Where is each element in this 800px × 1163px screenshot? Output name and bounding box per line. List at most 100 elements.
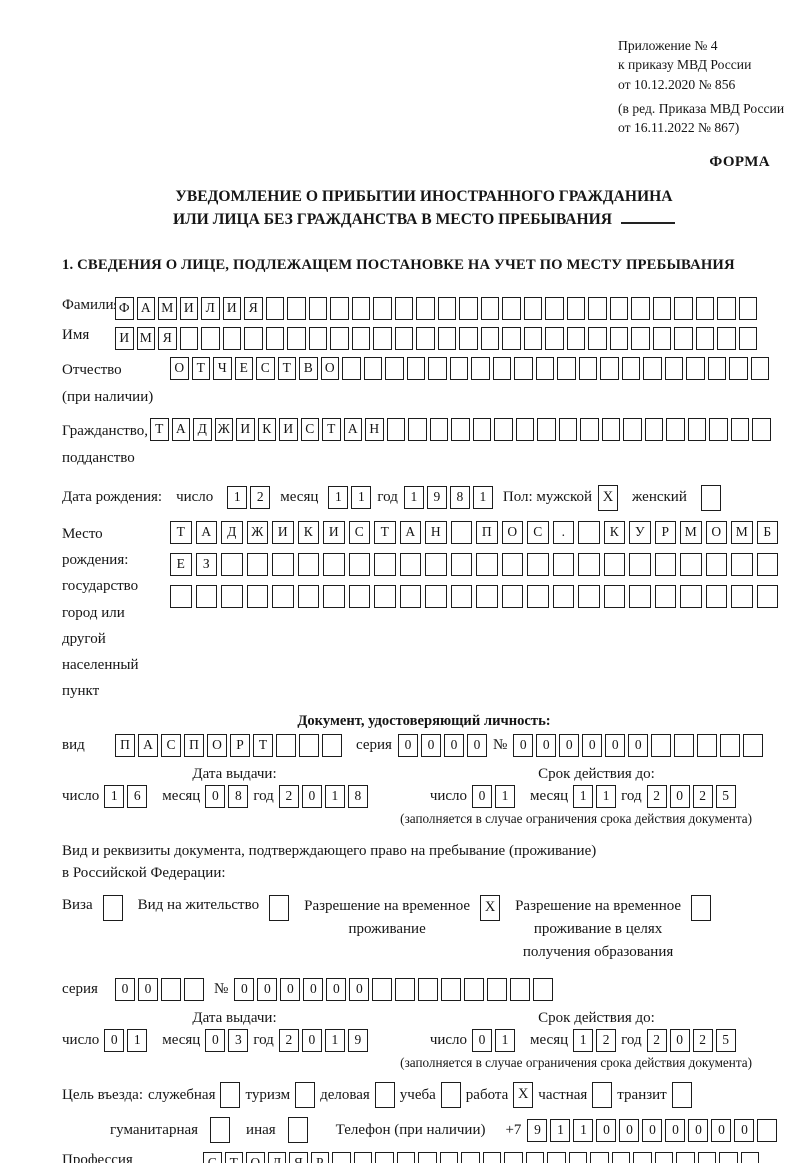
char-cell bbox=[386, 417, 405, 441]
char-cell bbox=[287, 326, 306, 350]
char-cell bbox=[719, 1152, 738, 1163]
residence-expiry-day-label: число bbox=[429, 1032, 468, 1049]
gender-female-label: женский bbox=[632, 489, 687, 506]
char-cell bbox=[654, 584, 676, 608]
char-cell bbox=[425, 584, 447, 608]
char-cell bbox=[695, 326, 714, 350]
char-cell bbox=[363, 356, 382, 380]
char-cell: . bbox=[552, 520, 574, 544]
expiry-date-heading: Срок действия до: bbox=[538, 765, 655, 782]
char-cell bbox=[265, 296, 284, 320]
char-cell bbox=[351, 326, 370, 350]
char-cell bbox=[578, 584, 600, 608]
char-cell bbox=[449, 356, 468, 380]
char-cell: Т bbox=[253, 733, 273, 757]
residence-series-label: серия bbox=[62, 981, 98, 998]
birth-place-label-city: город или другой bbox=[62, 604, 125, 647]
char-cell: 1 bbox=[328, 486, 349, 510]
char-cell bbox=[482, 1152, 501, 1163]
char-cell bbox=[633, 1152, 652, 1163]
option-temp-residence-label2: проживание bbox=[348, 920, 426, 937]
char-cell: 0 bbox=[349, 978, 370, 1002]
char-cell: Т bbox=[191, 356, 210, 380]
char-cell: М bbox=[731, 520, 753, 544]
char-cell bbox=[450, 552, 472, 576]
char-cell bbox=[501, 552, 523, 576]
birth-year-label: год bbox=[377, 489, 398, 506]
char-cell: Я bbox=[289, 1152, 308, 1163]
char-cell bbox=[308, 326, 327, 350]
char-cell: К bbox=[603, 520, 625, 544]
char-cell: М bbox=[680, 520, 702, 544]
char-cell bbox=[451, 417, 470, 441]
char-cell: 3 bbox=[228, 1029, 249, 1053]
form-title-line1: УВЕДОМЛЕНИЕ О ПРИБЫТИИ ИНОСТРАННОГО ГРАЖ… bbox=[175, 188, 673, 206]
char-cell: С bbox=[300, 417, 319, 441]
char-cell bbox=[674, 326, 693, 350]
option-residence-permit-checkbox bbox=[269, 894, 290, 921]
char-cell: 1 bbox=[324, 784, 345, 808]
given-name-label: Имя bbox=[62, 326, 90, 343]
phone-prefix: +7 bbox=[505, 1121, 522, 1138]
char-cell: 1 bbox=[573, 1029, 594, 1053]
char-cell bbox=[297, 584, 319, 608]
char-cell bbox=[680, 552, 702, 576]
citizenship-label: Гражданство, bbox=[62, 422, 149, 439]
appendix-line: от 10.12.2020 № 856 bbox=[618, 76, 736, 92]
residence-number-label: № bbox=[214, 981, 229, 998]
char-cell: 8 bbox=[347, 784, 368, 808]
char-cell: 1 bbox=[351, 486, 372, 510]
char-cell bbox=[510, 978, 531, 1002]
char-cell bbox=[297, 552, 319, 576]
char-cell: 0 bbox=[138, 978, 158, 1002]
char-cell bbox=[533, 978, 554, 1002]
appendix-line: к приказу МВД России bbox=[618, 57, 752, 73]
char-cell bbox=[731, 584, 753, 608]
char-cell bbox=[580, 417, 599, 441]
gender-male-label: Пол: мужской bbox=[502, 489, 593, 506]
option-visa-label: Виза bbox=[62, 896, 93, 913]
char-cell: Н bbox=[425, 520, 447, 544]
char-cell: К bbox=[257, 417, 276, 441]
char-cell: У bbox=[629, 520, 651, 544]
char-cell bbox=[545, 296, 564, 320]
char-cell: 0 bbox=[605, 733, 626, 757]
char-cell: 1 bbox=[495, 784, 516, 808]
char-cell bbox=[450, 584, 472, 608]
char-cell bbox=[322, 733, 342, 757]
amendment-line: (в ред. Приказа МВД России bbox=[618, 100, 785, 116]
char-cell: 0 bbox=[688, 1118, 709, 1142]
char-cell bbox=[611, 1152, 630, 1163]
char-cell bbox=[651, 733, 672, 757]
purpose-humanitarian-label: гуманитарная bbox=[110, 1121, 199, 1138]
char-cell bbox=[676, 1152, 695, 1163]
birth-place-label-state: государство bbox=[62, 578, 139, 595]
char-cell bbox=[471, 356, 490, 380]
char-cell bbox=[752, 417, 771, 441]
char-cell: 0 bbox=[303, 978, 324, 1002]
char-cell: 0 bbox=[669, 1029, 690, 1053]
purpose-business-label: деловая bbox=[320, 1086, 370, 1103]
char-cell bbox=[654, 552, 676, 576]
amendment-line: от 16.11.2022 № 867) bbox=[618, 120, 740, 136]
char-cell bbox=[578, 520, 600, 544]
char-cell bbox=[492, 356, 511, 380]
char-cell: 0 bbox=[115, 978, 135, 1002]
char-cell bbox=[418, 978, 439, 1002]
option-visa: Виза bbox=[62, 894, 123, 921]
char-cell bbox=[374, 584, 396, 608]
char-cell: 0 bbox=[205, 1029, 226, 1053]
char-cell: С bbox=[527, 520, 549, 544]
char-cell: О bbox=[246, 1152, 265, 1163]
char-cell bbox=[287, 296, 306, 320]
char-cell bbox=[394, 296, 413, 320]
char-cell: 0 bbox=[280, 978, 301, 1002]
char-cell bbox=[601, 417, 620, 441]
char-cell bbox=[631, 326, 650, 350]
